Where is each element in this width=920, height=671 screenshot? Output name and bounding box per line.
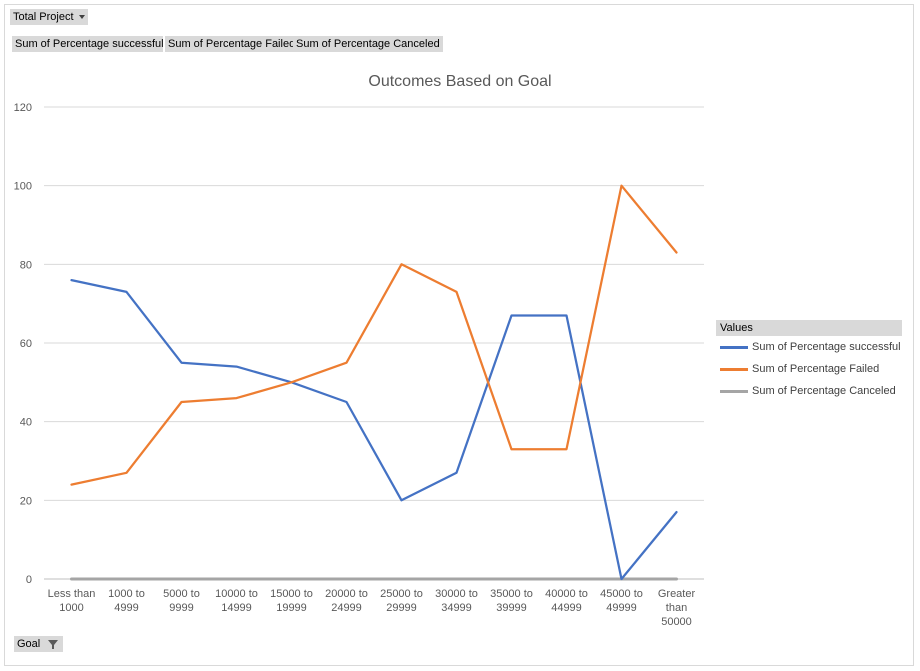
y-tick-label: 0 [26, 574, 32, 586]
legend-label: Sum of Percentage Failed [752, 363, 880, 375]
value-field-button-canceled[interactable]: Sum of Percentage Canceled [293, 36, 443, 52]
legend-label: Sum of Percentage successful [752, 341, 901, 353]
x-tick-label: Greater than 50000 [658, 588, 696, 628]
report-filter-button[interactable]: Total Project [10, 9, 88, 25]
legend-swatch [720, 368, 748, 371]
x-tick-label: 40000 to 44999 [545, 588, 588, 614]
dropdown-arrow-icon [78, 15, 85, 20]
y-tick-label: 120 [14, 102, 32, 114]
legend-item-successful: Sum of Percentage successful [716, 336, 902, 358]
gridlines [44, 106, 704, 580]
series-lines [70, 184, 678, 581]
legend-item-failed: Sum of Percentage Failed [716, 358, 902, 380]
y-tick-label: 20 [20, 495, 32, 507]
series-line-failed [70, 184, 678, 486]
x-tick-label: 20000 to 24999 [325, 588, 368, 614]
x-tick-label: 45000 to 49999 [600, 588, 643, 614]
x-tick-label: 1000 to 4999 [108, 588, 145, 614]
x-tick-label: Less than 1000 [48, 588, 96, 614]
legend-label: Sum of Percentage Canceled [752, 385, 896, 397]
x-tick-label: 10000 to 14999 [215, 588, 258, 614]
x-tick-label: 5000 to 9999 [163, 588, 200, 614]
axis-field-label: Goal [17, 638, 41, 650]
axis-field-button[interactable]: Goal [14, 636, 64, 652]
y-axis-tick-labels: 0 20 40 60 80 100 120 [14, 102, 32, 586]
value-field-button-failed[interactable]: Sum of Percentage Failed [165, 36, 299, 52]
series-line-successful [70, 278, 678, 581]
legend-item-canceled: Sum of Percentage Canceled [716, 380, 902, 402]
x-axis-tick-labels: Less than 1000 1000 to 4999 5000 to 9999 10000… [48, 588, 696, 628]
legend-title: Values [716, 320, 902, 336]
legend: Values Sum of Percentage successful Sum … [716, 320, 902, 402]
x-tick-label: 15000 to 19999 [270, 588, 313, 614]
y-tick-label: 40 [20, 417, 32, 429]
x-tick-label: 30000 to 34999 [435, 588, 478, 614]
y-tick-label: 100 [14, 181, 32, 193]
y-tick-label: 80 [20, 259, 32, 271]
value-field-button-successful[interactable]: Sum of Percentage successful [12, 36, 163, 52]
y-tick-label: 60 [20, 338, 32, 350]
x-tick-label: 25000 to 29999 [380, 588, 423, 614]
filter-funnel-icon [48, 639, 59, 649]
legend-swatch [720, 346, 748, 349]
legend-swatch [720, 390, 748, 393]
report-filter-label: Total Project [13, 11, 74, 23]
chart-title: Outcomes Based on Goal [368, 73, 551, 90]
x-tick-label: 35000 to 39999 [490, 588, 533, 614]
